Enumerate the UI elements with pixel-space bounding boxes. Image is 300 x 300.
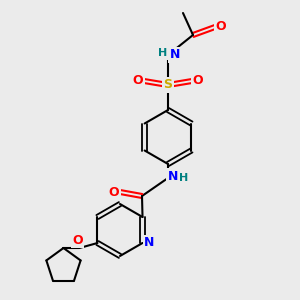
Text: O: O	[72, 233, 83, 247]
Text: O: O	[133, 74, 143, 86]
Text: N: N	[144, 236, 155, 250]
Text: H: H	[179, 173, 189, 183]
Text: N: N	[170, 49, 180, 62]
Text: S: S	[164, 79, 172, 92]
Text: O: O	[216, 20, 226, 34]
Text: H: H	[158, 48, 168, 58]
Text: O: O	[109, 185, 119, 199]
Text: N: N	[168, 169, 178, 182]
Text: O: O	[193, 74, 203, 86]
